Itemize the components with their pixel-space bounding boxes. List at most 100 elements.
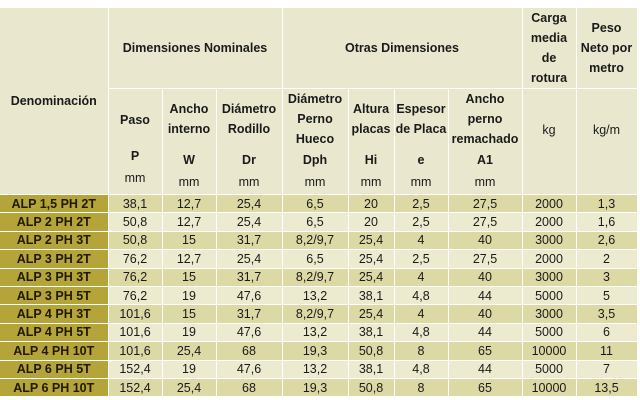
table-cell: 5 [576,286,638,306]
table-cell: 25,4 [348,231,395,251]
table-cell: 10000 [522,341,577,361]
header-altura-placas-label: Altura placas [351,102,391,136]
row-denominacion: ALP 3 PH 3T [0,268,109,287]
table-cell: 101,6 [108,323,163,343]
table-cell: 4 [394,231,449,251]
table-row: ALP 4 PH 3T 101,6 15 31,7 8,2/9,7 25,4 4 40 3000… [0,304,638,324]
table-cell: 19 [162,360,217,379]
table-cell: 76,2 [108,286,163,306]
header-carga: Carga media de rotura [522,8,577,89]
header-peso-unit: kg/m [592,123,621,137]
table-cell: 101,6 [108,304,163,324]
table-cell: 47,6 [216,360,283,379]
table-cell: 12,7 [162,194,217,214]
table-row: ALP 3 PH 2T 76,2 12,7 25,4 6,5 25,4 2,5 27,5 200… [0,249,638,269]
row-denominacion: ALP 4 PH 3T [0,304,109,324]
table-cell: 31,7 [216,304,283,324]
header-ancho-perno-sym: A1 [477,153,493,167]
table-cell: 20 [348,212,395,232]
table-cell: 4,8 [394,286,449,306]
row-denominacion: ALP 4 PH 5T [0,323,109,343]
table-cell: 4,8 [394,360,449,379]
table-cell: 38,1 [348,360,395,379]
header-paso-label: Paso [120,113,150,127]
header-diametro-rodillo-label: Diámetro Rodillo [221,102,277,136]
table-cell: 68 [216,378,283,398]
header-diametro-perno: Diámetro Perno Hueco Dph mm [282,88,349,195]
table-row: ALP 6 PH 10T 152,4 25,4 68 19,3 50,8 8 65 10000 1… [0,378,638,398]
table-cell: 19,3 [282,378,349,398]
table-row: ALP 6 PH 5T 152,4 19 47,6 13,2 38,1 4,8 44 5000 7 [0,360,638,379]
row-denominacion: ALP 6 PH 5T [0,360,109,379]
table-cell: 3 [576,268,638,287]
table-cell: 1,6 [576,212,638,232]
table-cell: 25,4 [216,194,283,214]
row-denominacion: ALP 2 PH 2T [0,212,109,232]
table-cell: 12,7 [162,212,217,232]
table-cell: 5000 [522,323,577,343]
table-cell: 2,5 [394,249,449,269]
table-cell: 2000 [522,212,577,232]
table-body: ALP 1,5 PH 2T 38,1 12,7 25,4 6,5 20 2,5 27,5 200… [0,194,638,398]
table-cell: 6 [576,323,638,343]
table-cell: 47,6 [216,323,283,343]
table-cell: 31,7 [216,268,283,287]
table-cell: 50,8 [108,231,163,251]
row-denominacion: ALP 3 PH 2T [0,249,109,269]
header-denominacion: Denominación [0,8,109,195]
table-cell: 2000 [522,194,577,214]
header-ancho-interno-sym: W [183,153,195,167]
header-altura-placas: Altura placas Hi mm [348,88,395,195]
table-cell: 13,2 [282,286,349,306]
table-cell: 76,2 [108,268,163,287]
row-denominacion: ALP 3 PH 5T [0,286,109,306]
table-cell: 8,2/9,7 [282,268,349,287]
table-cell: 44 [448,286,523,306]
table-cell: 8,2/9,7 [282,231,349,251]
table-cell: 3000 [522,231,577,251]
table-cell: 25,4 [348,268,395,287]
table-cell: 47,6 [216,286,283,306]
header-peso-label: Peso Neto por metro [580,21,633,75]
table-cell: 6,5 [282,194,349,214]
table-cell: 8 [394,341,449,361]
table-cell: 13,5 [576,378,638,398]
row-denominacion: ALP 1,5 PH 2T [0,194,109,214]
header-carga-unit-cell: kg [522,88,577,195]
table-cell: 101,6 [108,341,163,361]
header-altura-placas-unit: mm [360,175,382,189]
table-cell: 19 [162,286,217,306]
table-cell: 40 [448,231,523,251]
table-cell: 6,5 [282,249,349,269]
header-group-otras: Otras Dimensiones [282,8,523,89]
table-cell: 27,5 [448,194,523,214]
table-cell: 38,1 [348,323,395,343]
table-cell: 1,3 [576,194,638,214]
table-cell: 44 [448,360,523,379]
table-cell: 12,7 [162,249,217,269]
header-diametro-perno-unit: mm [304,175,326,189]
table-cell: 38,1 [108,194,163,214]
row-denominacion: ALP 2 PH 3T [0,231,109,251]
header-ancho-perno: Ancho perno remachado A1 mm [448,88,523,195]
table-cell: 11 [576,341,638,361]
header-carga-label: Carga media de rotura [530,11,568,85]
table-cell: 4 [394,268,449,287]
table-cell: 4,8 [394,323,449,343]
header-ancho-interno: Ancho interno W mm [162,88,217,195]
header-diametro-perno-sym: Dph [302,153,328,167]
table-cell: 40 [448,304,523,324]
table-cell: 31,7 [216,231,283,251]
table-cell: 50,8 [348,341,395,361]
table-row: ALP 2 PH 3T 50,8 15 31,7 8,2/9,7 25,4 4 40 3000 2… [0,231,638,251]
row-denominacion: ALP 4 PH 10T [0,341,109,361]
table-cell: 40 [448,268,523,287]
header-ancho-interno-label: Ancho interno [167,102,211,136]
table-cell: 15 [162,304,217,324]
table-cell: 19,3 [282,341,349,361]
table-cell: 6,5 [282,212,349,232]
header-peso: Peso Neto por metro [576,8,638,89]
header-espesor-placa-label: Espesor de Placa [395,102,447,136]
header-diametro-perno-label: Diámetro Perno Hueco [287,92,343,146]
table-cell: 5000 [522,286,577,306]
